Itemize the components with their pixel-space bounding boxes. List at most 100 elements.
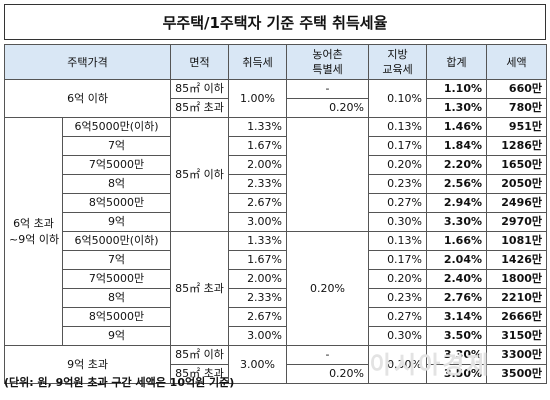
acq-tax-cell: 2.33% [228,174,288,194]
amount-cell: 3150만 [486,326,548,346]
acq-tax-cell: 1.67% [228,250,288,270]
rural-tax-cell: 0.20% [286,231,370,346]
table-row: 8억 2.33% 0.23% 2.76% 2210만 [5,288,548,308]
table-row: 8억 2.33% 0.23% 2.56% 2050만 [5,174,548,194]
total-cell: 2.94% [426,193,488,213]
total-cell: 3.14% [426,307,488,327]
amount-cell: 951만 [486,117,548,137]
acq-tax-cell: 3.00% [228,326,288,346]
header-amount: 세액 [486,44,548,80]
amount-cell: 780만 [486,98,548,118]
acq-tax-cell: 2.67% [228,307,288,327]
acq-tax-cell: 1.33% [228,231,288,251]
header-price: 주택가격 [3,44,172,80]
acq-tax-cell: 2.00% [228,269,288,289]
amount-cell: 3500만 [486,364,548,384]
edu-tax-cell: 0.20% [368,155,428,175]
edu-tax-cell: 0.17% [368,136,428,156]
edu-tax-cell: 0.23% [368,288,428,308]
area-cell: 85㎡ 초과 [170,98,230,118]
total-cell: 2.04% [426,250,488,270]
footnote: (단위: 원, 9억원 초과 구간 세액은 10억원 기준) [4,376,235,389]
amount-cell: 1800만 [486,269,548,289]
price-cell: 7억 [61,250,172,270]
edu-tax-cell: 0.10% [368,79,428,118]
area-cell: 85㎡ 이하 [170,79,230,99]
amount-cell: 1426만 [486,250,548,270]
edu-tax-cell: 0.30% [368,212,428,232]
amount-cell: 2496만 [486,193,548,213]
header-rural-tax-line1: 농어촌 [312,48,343,61]
edu-tax-cell: 0.30% [368,345,428,384]
header-edu-tax: 지방 교육세 [368,44,428,80]
amount-cell: 1081만 [486,231,548,251]
table-row: 8억5000만 2.67% 0.27% 2.94% 2496만 [5,193,548,213]
table-row: 6억 이하 85㎡ 이하 1.00% - 0.10% 1.10% 660만 [3,79,548,118]
table-row: 7억 1.67% 0.17% 2.04% 1426만 [5,250,548,270]
amount-cell: 2050만 [486,174,548,194]
total-cell: 1.66% [426,231,488,251]
table-row: 85㎡ 초과 0.20% 1.30% 780만 [5,98,548,118]
rural-tax-cell: - [286,345,370,365]
header-rural-tax: 농어촌 특별세 [286,44,370,80]
price-group-cell: 6억 초과 ~9억 이하 [4,117,63,346]
header-acq-tax: 취득세 [228,44,288,80]
table-row: 9억 3.00% 0.30% 3.30% 2970만 [5,212,548,232]
total-cell: 2.40% [426,269,488,289]
header-edu-tax-line2: 교육세 [382,63,413,76]
amount-cell: 2970만 [486,212,548,232]
rural-tax-cell: 0.20% [286,364,370,384]
price-cell: 8억 [61,288,172,308]
price-cell: 9억 초과 [3,345,172,384]
amount-cell: 2666만 [486,307,548,327]
edu-tax-cell: 0.20% [368,269,428,289]
area-cell: 85㎡ 초과 [170,231,230,346]
amount-cell: 1650만 [486,155,548,175]
rural-tax-cell: 0.20% [286,98,370,118]
total-cell: 3.50% [426,364,488,384]
header-area: 면적 [170,44,230,80]
price-cell: 6억5000만(이하) [61,231,172,251]
table-title: 무주택/1주택자 기준 주택 취득세율 [4,4,546,40]
amount-cell: 2210만 [486,288,548,308]
acq-tax-cell: 1.00% [228,79,288,118]
table-row: 9억 3.00% 0.30% 3.50% 3150만 [5,326,548,346]
tax-rate-table: 주택가격 면적 취득세 농어촌 특별세 지방 교육세 합계 세액 6억 이하 8… [3,44,548,384]
total-cell: 1.10% [426,79,488,99]
edu-tax-cell: 0.13% [368,231,428,251]
header-rural-tax-line2: 특별세 [312,63,343,76]
price-cell: 6억 이하 [3,79,172,118]
price-cell: 9억 [61,212,172,232]
rural-tax-cell [286,117,370,232]
header-total: 합계 [426,44,488,80]
acq-tax-cell: 3.00% [228,345,288,384]
price-group-line1: 6억 초과 [13,216,54,230]
table-row: 9억 초과 85㎡ 이하 3.00% - 0.30% 3.30% 3300만 [3,345,548,384]
total-cell: 2.76% [426,288,488,308]
amount-cell: 660만 [486,79,548,99]
area-cell: 85㎡ 이하 [170,117,230,232]
table-row: 7억5000만 2.00% 0.20% 2.20% 1650만 [5,155,548,175]
acq-tax-cell: 3.00% [228,212,288,232]
rural-tax-cell: - [286,79,370,99]
total-cell: 3.50% [426,326,488,346]
price-cell: 8억5000만 [61,307,172,327]
total-cell: 3.30% [426,212,488,232]
acq-tax-cell: 2.67% [228,193,288,213]
header-edu-tax-line1: 지방 [387,48,408,61]
acq-tax-cell: 2.00% [228,155,288,175]
total-cell: 2.56% [426,174,488,194]
edu-tax-cell: 0.27% [368,307,428,327]
price-cell: 6억5000만(이하) [61,117,172,137]
area-cell: 85㎡ 이하 [170,345,230,365]
edu-tax-cell: 0.30% [368,326,428,346]
area-cell: 85㎡ 초과 [170,364,230,384]
price-cell: 7억5000만 [61,155,172,175]
acq-tax-cell: 1.33% [228,117,288,137]
acq-tax-cell: 2.33% [228,288,288,308]
table-row: 6억5000만(이하) 85㎡ 초과 1.33% 0.20% 0.13% 1.6… [5,231,548,346]
amount-cell: 1286만 [486,136,548,156]
total-cell: 1.84% [426,136,488,156]
edu-tax-cell: 0.17% [368,250,428,270]
table-row: 6억 초과 ~9억 이하 6억5000만(이하) 85㎡ 이하 1.33% 0.… [4,117,548,346]
